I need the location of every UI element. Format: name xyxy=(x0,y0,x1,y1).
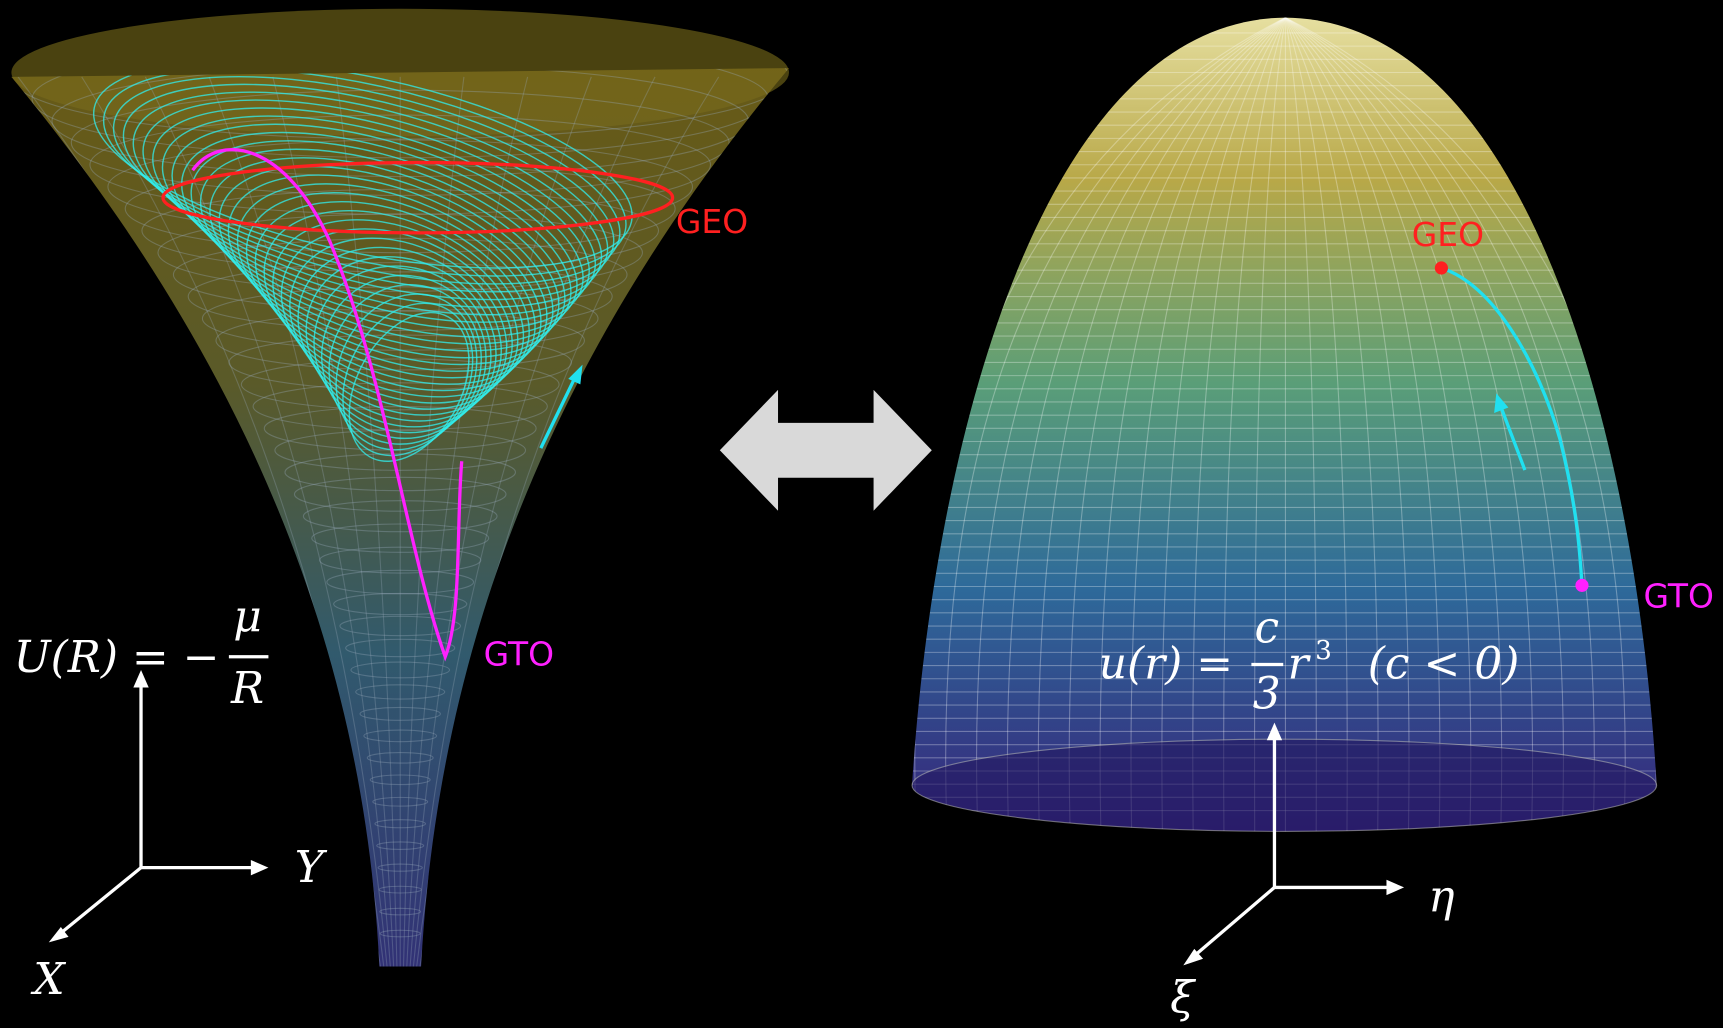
dome-base xyxy=(912,739,1657,831)
gto-label: GTO xyxy=(484,635,554,674)
formula-lhs: U(R) = − xyxy=(14,632,220,683)
geo-label: GEO xyxy=(1412,215,1484,254)
formula-lhs: u(r) = xyxy=(1099,639,1233,690)
formula-variable: r xyxy=(1288,639,1312,690)
axis-label-y: Y xyxy=(295,842,328,893)
gto-label: GTO xyxy=(1643,576,1713,615)
gto-point xyxy=(1575,579,1588,592)
formula-denominator: R xyxy=(230,663,264,714)
geo-label: GEO xyxy=(676,202,748,241)
axis-label-x: X xyxy=(30,954,66,1005)
figure: GEO GTO U(R) = − μ R Y X GEO GTO u(r) = … xyxy=(0,0,1723,1028)
formula-numerator: c xyxy=(1254,603,1279,654)
formula-exponent: 3 xyxy=(1315,636,1332,666)
formula-condition: (c < 0) xyxy=(1368,639,1520,690)
equivalence-arrow xyxy=(720,390,932,511)
formula-denominator: 3 xyxy=(1253,668,1281,719)
dome-surface xyxy=(912,18,1657,832)
left-axes xyxy=(58,681,259,936)
geo-point xyxy=(1435,261,1448,274)
axis-label-eta: η xyxy=(1428,872,1454,923)
axis-label-xi: ξ xyxy=(1170,973,1196,1024)
page: GEO GTO U(R) = − μ R Y X GEO GTO u(r) = … xyxy=(0,0,1723,1028)
formula-numerator: μ xyxy=(233,592,262,643)
